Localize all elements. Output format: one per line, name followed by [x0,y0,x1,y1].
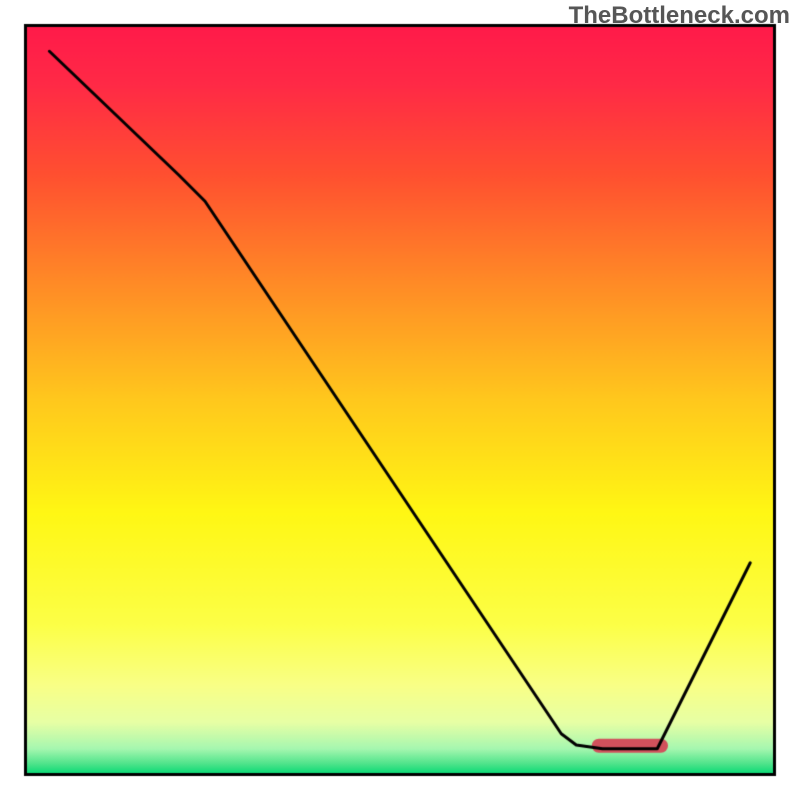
watermark-text: TheBottleneck.com [569,2,790,30]
chart-stage: TheBottleneck.com [0,0,800,800]
bottleneck-curve-overlay [0,0,800,800]
